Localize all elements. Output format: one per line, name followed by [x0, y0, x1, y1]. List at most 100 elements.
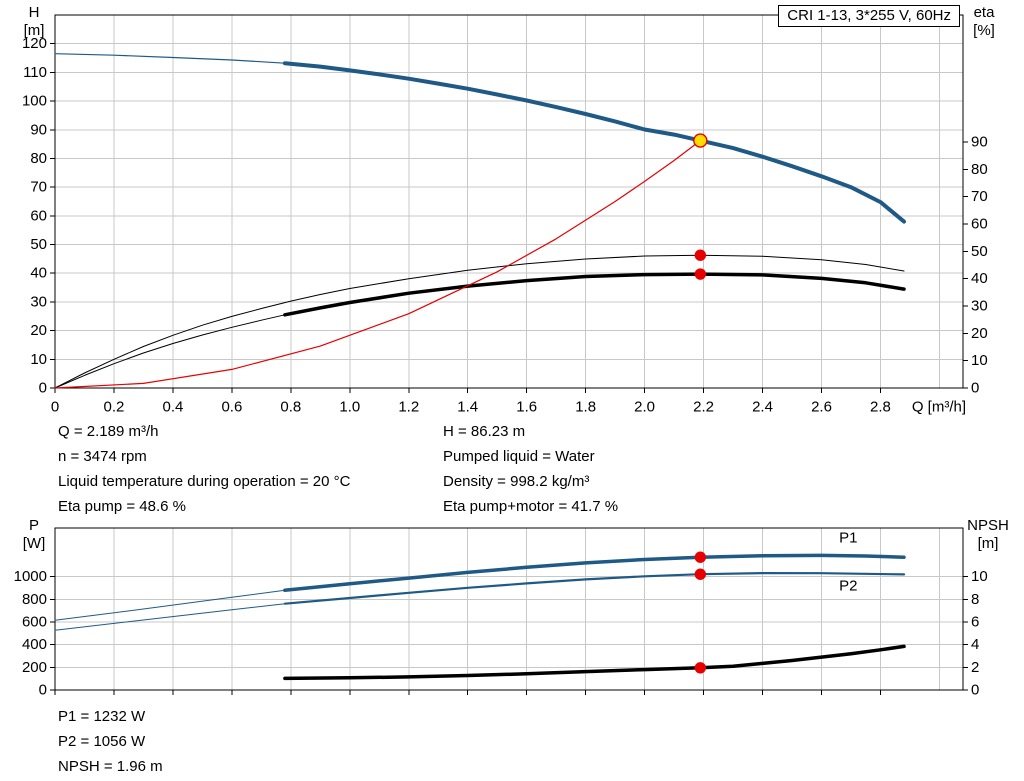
x-tick-label: 0	[51, 399, 59, 416]
power-axis-title: P [W]	[12, 517, 56, 553]
left-tick-label: 40	[30, 265, 47, 282]
left-tick-label: 600	[22, 614, 47, 631]
right-tick-label: 20	[971, 325, 988, 342]
duty-point-p2[interactable]	[694, 568, 707, 580]
left-tick-label: 20	[30, 322, 47, 339]
power-axis-unit: [W]	[22, 535, 46, 552]
left-tick-label: 90	[30, 121, 47, 138]
left-tick-label: 70	[30, 179, 47, 196]
p2-low-flow	[54, 603, 286, 631]
power-axis-symbol: P	[28, 517, 39, 534]
efficiency-pump-curve	[54, 254, 905, 389]
left-tick-label: 0	[39, 380, 47, 397]
x-tick-label: 1.4	[457, 399, 478, 416]
head-axis-unit: [m]	[23, 22, 45, 39]
npsh-value: NPSH = 1.96 m	[58, 758, 163, 775]
right-tick-label: 0	[971, 682, 979, 699]
head-curve-low-flow	[54, 53, 286, 64]
density-value: Density = 998.2 kg/m³	[443, 473, 590, 490]
pumped-liquid: Pumped liquid = Water	[443, 448, 595, 465]
right-tick-label: 10	[971, 352, 988, 369]
x-tick-label: 2.6	[811, 399, 832, 416]
left-tick-label: 100	[22, 93, 47, 110]
right-tick-label: 40	[971, 270, 988, 287]
affinity-parabola	[54, 140, 701, 389]
eta-axis-symbol: eta	[973, 4, 995, 21]
left-tick-label: 80	[30, 150, 47, 167]
x-tick-label: 0.8	[280, 399, 301, 416]
pump-model-box: CRI 1-13, 3*255 V, 60Hz	[778, 5, 960, 27]
liquid-temperature: Liquid temperature during operation = 20…	[58, 473, 351, 490]
curve-label-p1: P1	[839, 530, 857, 547]
right-tick-label: 0	[971, 380, 979, 397]
curve-label-p2: P2	[839, 577, 857, 594]
duty-point-p1[interactable]	[694, 551, 707, 563]
efficiency-total-low-flow	[54, 314, 286, 389]
plot-frame	[54, 527, 964, 691]
duty-info-left: Q = 2.189 m³/h n = 3474 rpm Liquid tempe…	[58, 419, 350, 519]
left-tick-label: 30	[30, 293, 47, 310]
x-tick-label: 1.2	[398, 399, 419, 416]
x-tick-label: 1.8	[575, 399, 596, 416]
right-tick-label: 50	[971, 243, 988, 260]
x-tick-label: 1.6	[516, 399, 537, 416]
right-tick-label: 6	[971, 614, 979, 631]
right-tick-label: 4	[971, 636, 979, 653]
eta-axis-title: eta [%]	[962, 4, 1006, 40]
left-tick-label: 800	[22, 591, 47, 608]
left-tick-label: 110	[23, 64, 47, 81]
head-curve	[282, 61, 906, 224]
left-tick-label: 50	[30, 236, 47, 253]
speed-value: n = 3474 rpm	[58, 448, 147, 465]
right-tick-label: 8	[971, 591, 979, 608]
x-tick-label: 0.6	[221, 399, 242, 416]
eta-axis-unit: [%]	[973, 22, 995, 39]
left-tick-label: 120	[22, 35, 47, 52]
right-tick-label: 70	[971, 188, 988, 205]
x-tick-label: 2.8	[870, 399, 891, 416]
p1-low-flow	[54, 589, 286, 621]
left-tick-label: 10	[30, 351, 47, 368]
efficiency-total-curve	[283, 272, 906, 317]
right-tick-label: 30	[971, 298, 988, 315]
p2-value: P2 = 1056 W	[58, 733, 146, 750]
flow-value: Q = 2.189 m³/h	[58, 423, 159, 440]
right-tick-label: 10	[971, 568, 988, 585]
x-tick-label: 2.2	[693, 399, 714, 416]
left-tick-label: 60	[30, 207, 47, 224]
npsh-axis-title: NPSH [m]	[960, 517, 1016, 553]
power-info: P1 = 1232 W P2 = 1056 W NPSH = 1.96 m	[58, 704, 163, 779]
left-tick-label: 0	[39, 682, 47, 699]
head-axis-symbol: H	[28, 4, 40, 21]
right-tick-label: 60	[971, 216, 988, 233]
p2-curve	[283, 571, 906, 605]
npsh-axis-symbol: NPSH	[967, 517, 1009, 534]
npsh-axis-unit: [m]	[977, 535, 999, 552]
duty-info-right: H = 86.23 m Pumped liquid = Water Densit…	[443, 419, 618, 519]
x-tick-label: 0.2	[104, 399, 125, 416]
duty-point-head[interactable]	[693, 133, 708, 148]
eta-total-value: Eta pump+motor = 41.7 %	[443, 498, 619, 515]
right-tick-label: 90	[971, 134, 988, 151]
left-tick-label: 200	[22, 659, 47, 676]
npsh-curve	[283, 644, 906, 681]
x-tick-label: 1.0	[339, 399, 360, 416]
x-tick-label: 2.4	[752, 399, 773, 416]
right-tick-label: 2	[971, 659, 979, 676]
head-axis-title: H [m]	[12, 4, 56, 40]
duty-point-eta-total[interactable]	[694, 268, 707, 280]
duty-point-npsh[interactable]	[694, 662, 707, 674]
right-tick-label: 80	[971, 161, 988, 178]
x-tick-label: 0.4	[162, 399, 183, 416]
head-value: H = 86.23 m	[443, 423, 526, 440]
x-axis-unit-label: Q [m³/h]	[912, 399, 966, 416]
eta-pump-value: Eta pump = 48.6 %	[58, 498, 186, 515]
duty-point-eta-pump[interactable]	[694, 249, 707, 261]
left-tick-label: 400	[22, 636, 47, 653]
plot-frame	[54, 14, 964, 389]
x-tick-label: 2.0	[634, 399, 655, 416]
left-tick-label: 1000	[14, 568, 47, 585]
p1-value: P1 = 1232 W	[58, 708, 146, 725]
